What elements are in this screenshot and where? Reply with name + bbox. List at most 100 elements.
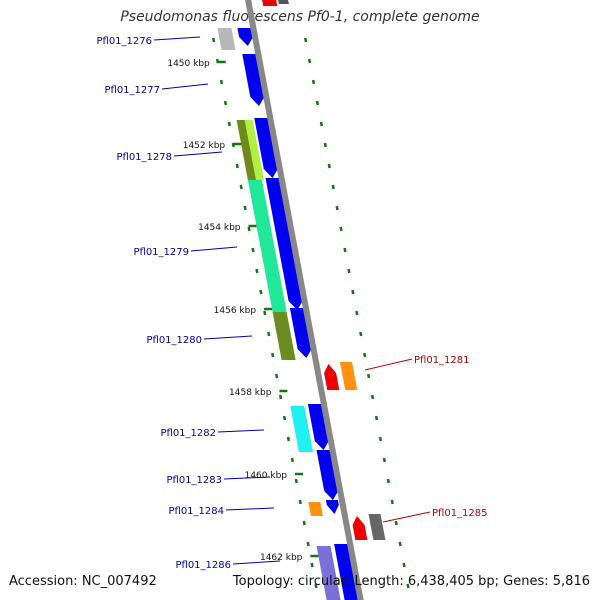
pfl01-1279-feature	[247, 180, 287, 312]
inner-guide-dot	[302, 520, 306, 526]
ruler-tick-label: 1462 kbp	[260, 553, 303, 563]
inner-guide-dot	[286, 436, 291, 442]
outer-guide-dot	[370, 394, 375, 400]
outer-guide-dot	[304, 37, 308, 43]
gene-label-leader	[225, 507, 275, 511]
inner-guide-dot	[271, 352, 275, 358]
pfl01-1284-feature	[308, 502, 323, 516]
inner-guide-dot	[278, 394, 283, 400]
outer-guide-dot	[367, 373, 371, 379]
inner-guide-dot	[306, 541, 310, 547]
gene-label-leader	[173, 151, 223, 157]
outer-guide-dot	[390, 499, 394, 505]
pfl01-1280-feature	[272, 312, 296, 360]
inner-guide-dot	[310, 562, 314, 568]
outer-guide-dot	[386, 478, 390, 484]
gene-label: Pfl01_1279	[133, 247, 189, 258]
backbone-line	[245, 0, 364, 600]
pfl01-1285-cds	[352, 516, 368, 540]
outer-guide-dot	[382, 457, 386, 463]
outer-guide-dot	[327, 163, 331, 169]
outer-guide-dot	[315, 100, 320, 106]
inner-guide-dot	[243, 205, 247, 211]
inner-guide-dot	[212, 37, 216, 43]
ruler-ticks: 1450 kbp 1452 kbp 1454 kbp 1456 kbp 1458 kbp…	[167, 59, 319, 563]
pfl01-1278-cds	[254, 118, 278, 178]
gene-label-leader	[232, 560, 281, 565]
inner-guide-dot	[227, 121, 231, 127]
pfl01-1277-cds	[242, 54, 265, 106]
outer-guide-dot	[331, 184, 335, 190]
outer-guide-dot	[339, 226, 343, 232]
gene-label: Pfl01_1280	[146, 335, 202, 346]
gene-label: Pfl01_1284	[168, 506, 224, 517]
gene-label-leader	[161, 83, 209, 90]
ruler-tick-label: 1454 kbp	[198, 223, 241, 233]
gene-label-leader	[217, 429, 265, 433]
outer-guide-dot	[355, 310, 359, 316]
gene-label: Pfl01_1283	[166, 475, 222, 486]
pfl01-1281-feature	[340, 362, 358, 390]
inner-guide-dot	[219, 79, 224, 85]
gene-label: Pfl01_1286	[175, 560, 231, 571]
gene-labels: Pfl01_1276 Pfl01_1277 Pfl01_1278 Pfl01_1279…	[96, 36, 487, 571]
outer-guide-dot	[351, 289, 355, 295]
pfl01-1284-cds	[325, 500, 339, 514]
pfl01-1286-cds	[334, 544, 359, 600]
feature-bars	[217, 0, 386, 600]
pfl01-1276-cds	[237, 28, 254, 46]
pfl01-1286-feature	[316, 546, 341, 600]
gene-label-leader	[382, 511, 431, 523]
pfl01-1278-feature-highlight	[244, 120, 264, 180]
gene-label-leader	[203, 335, 253, 340]
inner-guide-dot	[294, 478, 298, 484]
outer-guide-dot	[319, 121, 323, 127]
ruler-tick-label: 1456 kbp	[214, 306, 257, 316]
gene-label: Pfl01_1277	[104, 85, 160, 96]
ruler-tick-label: 1450 kbp	[167, 59, 210, 69]
outer-guide-dot	[335, 205, 339, 211]
outer-guide-dot	[359, 331, 363, 337]
upstream-reverse-cds	[262, 0, 278, 6]
inner-guide-dot	[223, 100, 228, 106]
inner-guide-dot	[255, 268, 259, 274]
accession-text: Accession: NC_007492	[9, 574, 157, 589]
inner-guide-dot	[298, 499, 302, 505]
ruler-tick-label: 1452 kbp	[183, 141, 226, 151]
inner-guide-dot	[275, 373, 279, 379]
outer-guide-dot	[343, 247, 347, 253]
pfl01-1281-cds	[324, 364, 340, 390]
inner-guide-dot	[259, 289, 263, 295]
outer-guide-dot	[347, 268, 351, 274]
gene-label: Pfl01_1276	[96, 36, 152, 47]
gene-label: Pfl01_1278	[116, 152, 172, 163]
gene-label-leader	[364, 358, 413, 371]
dotted-guides	[212, 37, 410, 589]
outer-guide-dot	[402, 562, 406, 568]
gene-label-leader	[223, 476, 271, 480]
outer-guide-dot	[406, 583, 410, 589]
genome-backbone	[245, 0, 364, 600]
pfl01-1285-feature	[368, 514, 386, 540]
gene-label: Pfl01_1281	[414, 355, 470, 366]
gene-label: Pfl01_1282	[160, 428, 216, 439]
pfl01-1276-feature	[217, 28, 236, 50]
outer-guide-dot	[398, 541, 402, 547]
upstream-reverse-feature	[278, 0, 289, 4]
outer-guide-dot	[394, 520, 398, 526]
ruler-tick-label: 1458 kbp	[229, 388, 272, 398]
outer-guide-dot	[311, 79, 316, 85]
genome-summary: Topology: circular; Length: 6,438,405 bp…	[232, 574, 590, 589]
gene-label-leader	[190, 246, 238, 252]
gene-label-leader	[153, 36, 201, 41]
outer-guide-dot	[374, 415, 379, 421]
map-title: Pseudomonas fluorescens Pf0-1, complete …	[120, 9, 480, 25]
inner-guide-dot	[247, 226, 251, 232]
inner-guide-dot	[267, 331, 271, 337]
inner-guide-dot	[239, 184, 243, 190]
ruler-tick-label: 1460 kbp	[245, 471, 288, 481]
inner-guide-dot	[282, 415, 287, 421]
outer-guide-dot	[323, 142, 327, 148]
pfl01-1282-feature	[290, 406, 313, 452]
